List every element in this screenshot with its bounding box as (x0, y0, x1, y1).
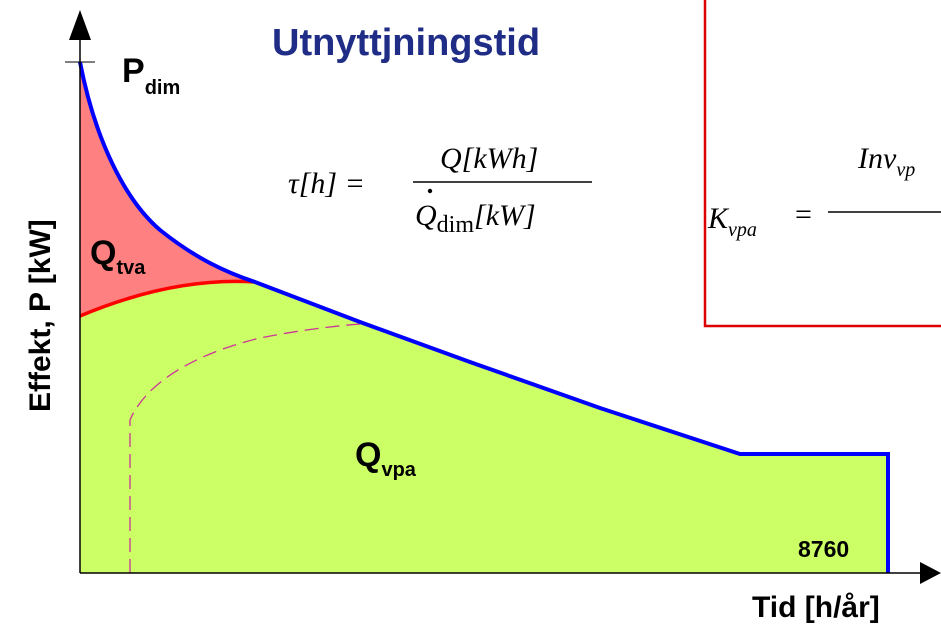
cost-formula: Invvp Kvpa = (707, 142, 941, 241)
utilization-time-formula: τ[h] = Q[kWh] Qdim[kW] (288, 142, 592, 238)
x-axis-arrow (920, 562, 941, 584)
formula-box (703, 0, 941, 328)
load-duration-curve (78, 61, 890, 573)
formula-tau-lhs: τ[h] = (288, 167, 365, 200)
peak-load-area (80, 62, 255, 316)
x-axis-label: Tid [h/år] (752, 591, 880, 624)
formula-k-lhs: Kvpa (707, 202, 757, 241)
p-dim-label: Pdim (122, 52, 180, 99)
formula-tau-denominator: Qdim[kW] (415, 199, 536, 238)
q-vpa-label: Qvpa (355, 436, 417, 481)
page-title: Utnyttjningstid (272, 22, 540, 64)
formula-tau-numerator: Q[kWh] (440, 142, 538, 175)
base-load-area (80, 281, 888, 573)
y-axis-label: Effekt, P [kW] (24, 219, 57, 412)
formula-tau-dot (427, 188, 433, 194)
heat-pump-capacity-curve (79, 279, 256, 318)
dashed-curve (129, 323, 361, 573)
y-axis-arrow (69, 10, 91, 40)
q-tva-label: Qtva (90, 234, 146, 279)
formula-k-equals: = (795, 198, 812, 231)
formula-k-numerator: Invvp (857, 142, 915, 181)
hours-per-year-label: 8760 (798, 536, 849, 562)
